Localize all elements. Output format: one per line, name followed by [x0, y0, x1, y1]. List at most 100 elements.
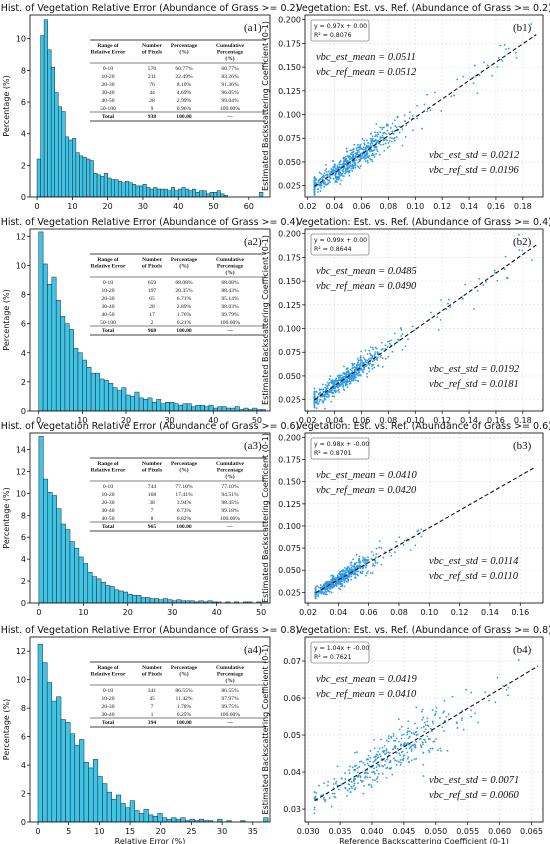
scatter-point — [387, 751, 390, 754]
table-total-cell: 100.00 — [176, 114, 192, 120]
scatter-point — [407, 737, 410, 740]
histogram-bar — [115, 794, 122, 822]
scatter-point — [323, 585, 326, 588]
histogram-bar — [65, 722, 71, 822]
scatter-point — [358, 160, 361, 163]
histogram-bar — [73, 348, 79, 411]
scatter-point — [426, 717, 429, 720]
scatter-point — [325, 593, 328, 596]
histogram-bar — [82, 157, 87, 197]
y-tick-label: 0 — [21, 599, 26, 608]
scatter-point — [366, 776, 369, 779]
scatter-point — [368, 367, 371, 370]
table-cell: 659 — [148, 280, 157, 286]
table-header-cell: (%) — [179, 671, 188, 678]
scatter-point — [423, 730, 426, 733]
histogram-bar — [79, 739, 85, 822]
scatter-point — [352, 166, 355, 169]
histogram-bar — [57, 106, 63, 197]
scatter-point — [344, 787, 347, 790]
histogram-bar — [125, 180, 130, 197]
scatter-point — [374, 779, 376, 782]
histogram-bar — [74, 744, 80, 822]
histogram-bar — [149, 598, 155, 603]
histogram-bar — [140, 597, 146, 603]
histogram-bar — [42, 662, 48, 822]
scatter-point — [319, 178, 322, 180]
y-axis-label: Estimated Backscattering Coefficient (0-… — [261, 645, 270, 815]
scatter-point — [501, 59, 504, 62]
histogram-bar — [221, 406, 227, 411]
scatter-point — [410, 759, 413, 762]
scatter-point — [364, 771, 367, 774]
table-cell: 96.05% — [221, 90, 239, 96]
scatter-point — [374, 353, 376, 355]
histogram-bar — [174, 190, 179, 197]
table-cell: 83.26% — [221, 74, 239, 80]
scatter-point — [342, 375, 345, 378]
scatter-point — [328, 378, 331, 380]
scatter-point — [353, 162, 356, 164]
scatter-point — [368, 149, 371, 151]
scatter-point — [376, 757, 379, 759]
scatter-point — [345, 170, 348, 172]
histogram-bar — [87, 572, 93, 603]
histogram-bar — [166, 818, 172, 822]
scatter-point — [371, 356, 374, 359]
histogram-bar — [125, 807, 131, 822]
scatter-point — [412, 732, 415, 734]
scatter-point — [317, 592, 320, 594]
scatter-point — [353, 565, 355, 568]
fit-legend-box — [310, 437, 370, 460]
scatter-point — [521, 249, 524, 252]
y-tick-label: 4 — [21, 555, 26, 564]
scatter-point — [456, 78, 459, 81]
histogram-bar — [208, 404, 214, 411]
scatter-point — [376, 352, 379, 355]
scatter-point — [324, 395, 327, 397]
scatter-point — [390, 735, 392, 738]
histogram-bar — [100, 176, 105, 197]
scatter-point — [350, 564, 353, 567]
scatter-point — [406, 758, 409, 760]
histogram-bar — [79, 155, 84, 197]
scatter-point — [374, 146, 377, 148]
x-tick-label: 10 — [77, 416, 87, 425]
histogram-bar — [160, 188, 165, 197]
scatter-point — [376, 131, 379, 134]
table-cell: 0-10 — [103, 280, 113, 286]
scatter-point — [313, 190, 316, 193]
scatter-point — [350, 167, 353, 170]
table-header-cell: (%) — [225, 473, 234, 480]
table-cell: 30-40 — [101, 90, 114, 96]
histogram-bar — [134, 391, 140, 411]
scatter-point — [435, 710, 438, 713]
scatter-point — [328, 797, 331, 800]
scatter-point — [359, 570, 362, 573]
scatter-point — [345, 167, 347, 170]
scatter-point — [387, 142, 390, 144]
scatter-point — [330, 584, 333, 587]
y-axis-label: Percentage (%) — [2, 487, 11, 548]
histogram-bar — [146, 187, 151, 197]
histogram-bar — [151, 402, 157, 411]
scatter-point — [376, 562, 379, 564]
scatter-point — [375, 123, 378, 125]
scatter-point — [333, 384, 336, 387]
histogram-bar — [261, 409, 266, 411]
plot-area — [38, 436, 262, 603]
scatter-point — [440, 299, 442, 301]
scatter-point — [372, 140, 375, 143]
histogram-bar — [51, 495, 57, 603]
scatter-point — [323, 172, 326, 175]
scatter-point — [368, 358, 370, 361]
scatter-point — [369, 150, 372, 153]
scatter-point — [362, 371, 365, 374]
scatter-point — [314, 795, 317, 798]
scatter-point — [339, 160, 342, 163]
histogram-bar — [103, 173, 108, 197]
scatter-point — [381, 347, 384, 350]
scatter-point — [330, 579, 333, 582]
scatter-point — [335, 585, 338, 588]
table-cell: 20.35% — [175, 288, 193, 294]
